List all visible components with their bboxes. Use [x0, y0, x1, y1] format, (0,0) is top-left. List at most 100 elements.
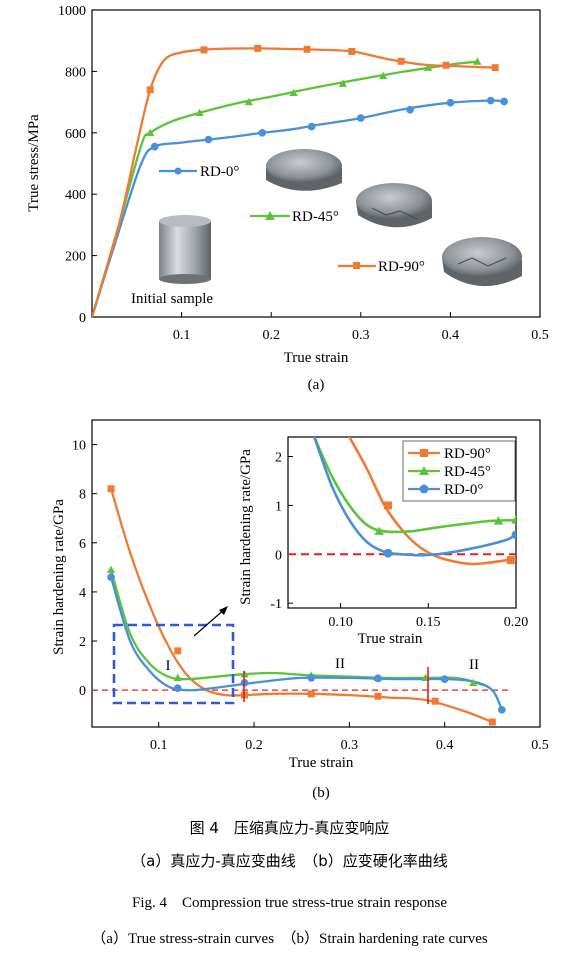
data-point-b-rd-90-5: [431, 697, 439, 705]
region-label-1: I: [166, 658, 171, 674]
series-line-a-rd-45: [92, 60, 479, 317]
data-point-a-rd-45-2: [244, 97, 253, 106]
data-point-b-rd-45-6: [469, 678, 478, 686]
data-point-a-rd-0-3: [307, 122, 316, 131]
data-point-inset-rd-45-1: [493, 516, 504, 525]
legend-a-label-rd0: RD-0°: [200, 164, 239, 180]
data-point-a-rd-45-5: [379, 71, 388, 80]
data-point-b-rd-0-4: [374, 674, 382, 683]
legend-a-marker-rd0: [174, 167, 182, 175]
x-tick-label-a-1: 0.2: [262, 328, 280, 343]
panel-label-a: (a): [308, 377, 325, 393]
series-line-inset-rd-45: [313, 437, 516, 534]
x-tick-label-b-0: 0.1: [150, 738, 168, 753]
data-point-b-rd-90-6: [488, 718, 496, 726]
data-point-inset-rd-90-1: [506, 556, 515, 565]
data-point-a-rd-0-1: [204, 135, 213, 144]
x-tick-label-inset-1: 0.15: [416, 615, 441, 630]
data-point-b-rd-45-1: [173, 673, 182, 682]
y-tick-label-inset-0: -1: [270, 597, 282, 612]
data-point-a-rd-0-8: [500, 97, 509, 106]
x-tick-label-b-1: 0.2: [245, 738, 263, 753]
x-tick-label-b-4: 0.5: [531, 738, 549, 753]
legend-b-marker-rd90: [420, 449, 428, 457]
x-tick-label-b-3: 0.4: [436, 738, 454, 753]
data-point-b-rd-90-4: [374, 692, 382, 700]
compressed-sample-rd45-image: [356, 183, 432, 228]
data-point-a-rd-45-4: [338, 79, 348, 87]
y-tick-label-a-1: 200: [65, 250, 86, 265]
panel-label-b: (b): [312, 785, 330, 801]
y-tick-label-b-1: 0: [79, 684, 86, 699]
panel-a: 0.1 0.2 0.3 0.4 0.5 0 200 400 600 800 1000 RD-0° R…: [26, 4, 549, 393]
data-point-b-rd-0-6: [498, 705, 506, 714]
y-axis-label-b: Strain hardening rate/GPa: [51, 499, 67, 655]
inset-chart: 0.10 0.15 0.20 -1 0 1 2 RD-90° RD-45° RD-0° Tr…: [238, 436, 529, 647]
data-point-a-rd-90-4: [348, 47, 356, 55]
legend-b-marker-rd0: [419, 484, 429, 494]
data-point-inset-rd-45-0: [374, 526, 384, 535]
legend-b-label-rd90: RD-90°: [444, 446, 491, 462]
data-point-a-rd-45-7: [473, 57, 482, 65]
annotation-initial-sample: Initial sample: [131, 291, 213, 307]
data-point-a-rd-0-6: [446, 98, 455, 107]
legend-b-marker-rd45: [419, 466, 429, 475]
data-point-a-rd-0-4: [356, 114, 365, 122]
y-tick-label-a-4: 800: [65, 65, 86, 80]
subcaption-cn: （a）真应力-真应变曲线 （b）应变硬化率曲线: [131, 852, 448, 870]
data-point-inset-rd-0-1: [511, 530, 516, 540]
data-point-a-rd-0-5: [406, 105, 414, 114]
y-tick-label-b-3: 4: [79, 586, 86, 601]
data-point-b-rd-0-0: [107, 573, 115, 582]
data-point-inset-rd-90-0: [383, 501, 392, 510]
y-tick-label-b-2: 2: [79, 635, 86, 650]
data-point-a-rd-90-3: [303, 45, 311, 53]
series-line-a-rd-90: [92, 47, 497, 317]
series-line-inset-rd-0: [313, 437, 516, 557]
data-point-b-rd-90-0: [107, 485, 115, 493]
data-point-a-rd-0-0: [150, 142, 159, 151]
data-point-a-rd-90-1: [200, 46, 208, 54]
initial-sample-image: [159, 215, 211, 284]
zoom-arrow-head: [219, 606, 228, 615]
y-axis-label-a: True stress/MPa: [26, 114, 42, 212]
x-axis-label-a: True strain: [284, 350, 349, 366]
data-point-a-rd-0-2: [258, 128, 267, 137]
data-point-b-rd-90-1: [174, 647, 182, 655]
x-tick-label-inset-2: 0.20: [504, 615, 529, 630]
figure-caption-cn: 图 4 压缩真应力-真应变响应: [189, 819, 390, 837]
data-point-a-rd-90-0: [146, 86, 154, 94]
inset-y-axis-label: Strain hardening rate/GPa: [238, 449, 254, 605]
y-tick-label-a-2: 400: [65, 188, 86, 203]
figure-caption-en: Fig. 4 Compression true stress-true stra…: [132, 895, 447, 911]
data-point-a-rd-90-7: [491, 64, 499, 72]
y-tick-label-inset-3: 2: [275, 451, 282, 466]
data-point-inset-rd-45-2: [511, 515, 516, 524]
legend-a-label-rd45: RD-45°: [292, 209, 339, 225]
zoom-region-box: [112, 623, 235, 705]
x-axis-label-b: True strain: [289, 755, 354, 771]
zoom-arrow: [193, 607, 227, 637]
y-tick-label-b-6: 10: [72, 439, 86, 454]
y-tick-label-a-5: 1000: [58, 4, 86, 19]
data-point-inset-rd-0-0: [383, 548, 393, 558]
legend-b-label-rd0: RD-0°: [444, 482, 483, 498]
y-tick-label-a-3: 600: [65, 127, 86, 142]
data-point-a-rd-45-6: [423, 63, 433, 71]
legend-b: RD-90° RD-45° RD-0°: [402, 440, 516, 502]
series-line-b-rd-0: [109, 576, 504, 711]
legend-a-marker-rd90: [353, 262, 360, 269]
legend-a-marker-rd45: [265, 211, 275, 220]
data-point-b-rd-45-0: [106, 565, 116, 573]
data-point-a-rd-90-6: [442, 61, 450, 69]
data-point-a-rd-90-5: [397, 57, 405, 65]
data-point-b-rd-0-3: [307, 674, 316, 682]
region-label-3: II: [469, 657, 479, 673]
inset-x-axis-label: True strain: [358, 631, 423, 647]
data-point-b-rd-90-3: [307, 690, 315, 698]
x-tick-label-a-0: 0.1: [173, 328, 191, 343]
data-point-b-rd-0-1: [173, 684, 182, 693]
legend-a-label-rd90: RD-90°: [378, 259, 425, 275]
data-point-a-rd-45-0: [146, 128, 155, 136]
